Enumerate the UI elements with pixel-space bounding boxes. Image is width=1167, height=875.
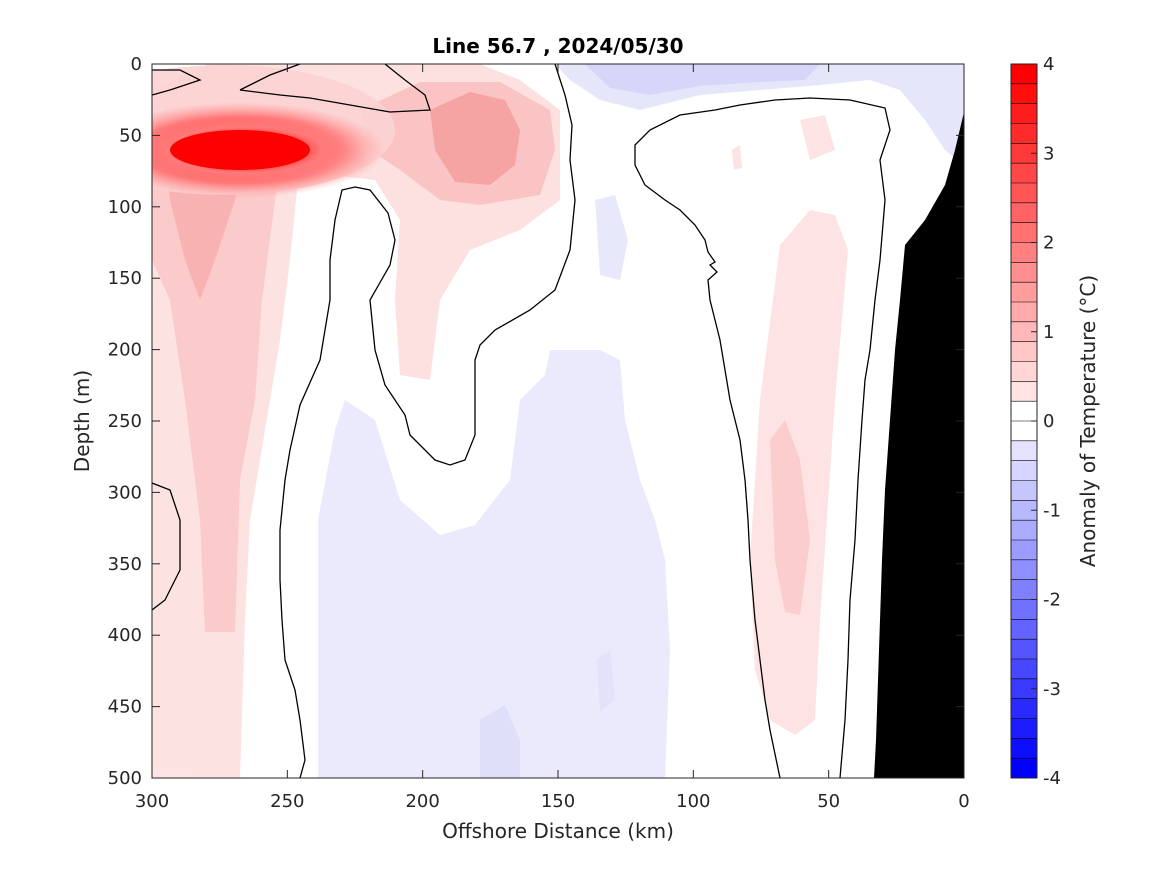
colorbar-swatch <box>1011 659 1037 680</box>
colorbar-swatch <box>1011 183 1037 204</box>
zero-contour-loop-2 <box>634 97 891 778</box>
x-tick-label: 150 <box>541 791 575 812</box>
cool-small-patch <box>595 195 628 280</box>
continental-shelf <box>874 112 964 778</box>
y-axis-label: Depth (m) <box>70 370 94 472</box>
colorbar-swatch <box>1011 143 1037 164</box>
y-tick-label: 300 <box>108 482 142 503</box>
colorbar-swatch <box>1011 242 1037 263</box>
y-tick-label: 150 <box>108 268 142 289</box>
y-tick-label: 100 <box>108 197 142 218</box>
warm-small-3 <box>152 765 195 778</box>
colorbar-swatch <box>1011 321 1037 343</box>
colorbar-swatch <box>1011 103 1037 124</box>
colorbar-swatch <box>1011 262 1037 283</box>
x-tick-label: 50 <box>817 791 840 812</box>
y-tick-label: 0 <box>131 54 142 75</box>
colorbar-swatch <box>1011 639 1037 660</box>
colorbar-tick-label: 2 <box>1043 233 1054 254</box>
colorbar-swatch <box>1011 500 1037 521</box>
zero-contour-main-loop <box>279 64 576 778</box>
x-tick-label: 200 <box>405 791 439 812</box>
x-tick-label: 0 <box>958 791 969 812</box>
colorbar-swatch <box>1011 440 1037 462</box>
colorbar-swatch <box>1011 163 1037 184</box>
colorbar-swatch <box>1011 540 1037 561</box>
cool-deep-patch <box>480 705 520 778</box>
x-tick-label: 100 <box>676 791 710 812</box>
warm-small-2 <box>800 115 835 160</box>
y-axis: 0 50 100 150 200 250 300 350 400 450 500 <box>108 54 964 789</box>
warm-core-max <box>170 130 310 170</box>
colorbar-swatch <box>1011 738 1037 759</box>
x-axis: 300 250 200 150 100 50 0 <box>135 64 970 812</box>
colorbar-swatch <box>1011 381 1037 402</box>
colorbar-tick-label: 4 <box>1043 54 1054 75</box>
x-axis-label: Offshore Distance (km) <box>442 819 674 843</box>
colorbar-tick-label: -1 <box>1043 500 1061 521</box>
cool-mid-section <box>318 350 670 778</box>
y-tick-label: 400 <box>108 625 142 646</box>
warm-band-inner <box>770 420 810 615</box>
y-tick-label: 200 <box>108 340 142 361</box>
plot-area <box>152 64 964 778</box>
cool-surface-core <box>585 64 820 95</box>
colorbar-swatch <box>1011 698 1037 719</box>
colorbar-swatch <box>1011 619 1037 640</box>
warm-anomaly-regions <box>152 64 848 778</box>
y-tick-label: 250 <box>108 411 142 432</box>
colorbar-swatch <box>1011 421 1037 442</box>
colorbar: 4 3 2 1 0 -1 -2 -3 -4 <box>1010 54 1061 789</box>
colorbar-swatch <box>1011 83 1037 105</box>
cool-deep-patch-2 <box>597 650 615 712</box>
colorbar-tick-label: -2 <box>1043 590 1061 611</box>
colorbar-swatch <box>1011 460 1037 481</box>
colorbar-swatch <box>1011 401 1037 422</box>
colorbar-swatch <box>1011 579 1037 600</box>
colorbar-swatch <box>1011 64 1037 85</box>
zero-contour-lines <box>152 64 891 778</box>
warm-patch-inner <box>430 92 520 185</box>
colorbar-swatch <box>1011 202 1037 224</box>
y-tick-label: 500 <box>108 768 142 789</box>
colorbar-swatch <box>1011 123 1037 144</box>
x-tick-label: 250 <box>270 791 304 812</box>
colorbar-tick-label: 0 <box>1043 411 1054 432</box>
colorbar-swatch <box>1011 520 1037 541</box>
colorbar-tick-label: 3 <box>1043 143 1054 164</box>
chart-title: Line 56.7 , 2024/05/30 <box>432 34 683 58</box>
colorbar-swatch <box>1011 222 1037 243</box>
colorbar-swatch <box>1011 599 1037 620</box>
colorbar-swatch <box>1011 718 1037 739</box>
colorbar-swatch <box>1011 282 1037 303</box>
colorbar-swatch <box>1011 758 1037 779</box>
zero-contour-left-bottom <box>152 482 181 611</box>
x-tick-label: 300 <box>135 791 169 812</box>
zero-contour-top-left <box>152 69 202 96</box>
colorbar-swatch <box>1011 678 1037 700</box>
y-tick-label: 350 <box>108 554 142 575</box>
colorbar-swatch <box>1011 302 1037 323</box>
colorbar-tick-label: -4 <box>1043 768 1061 789</box>
colorbar-tick-label: 1 <box>1043 322 1054 343</box>
zero-contour-top-strip <box>239 64 431 113</box>
colorbar-swatch <box>1011 361 1037 382</box>
warm-small-1 <box>732 145 742 170</box>
y-tick-label: 50 <box>119 125 142 146</box>
colorbar-swatch <box>1011 341 1037 362</box>
colorbar-swatch <box>1011 559 1037 581</box>
colorbar-tick-label: -3 <box>1043 679 1061 700</box>
y-tick-label: 450 <box>108 697 142 718</box>
colorbar-label: Anomaly of Temperature (°C) <box>1076 275 1100 567</box>
colorbar-swatch <box>1011 480 1037 501</box>
